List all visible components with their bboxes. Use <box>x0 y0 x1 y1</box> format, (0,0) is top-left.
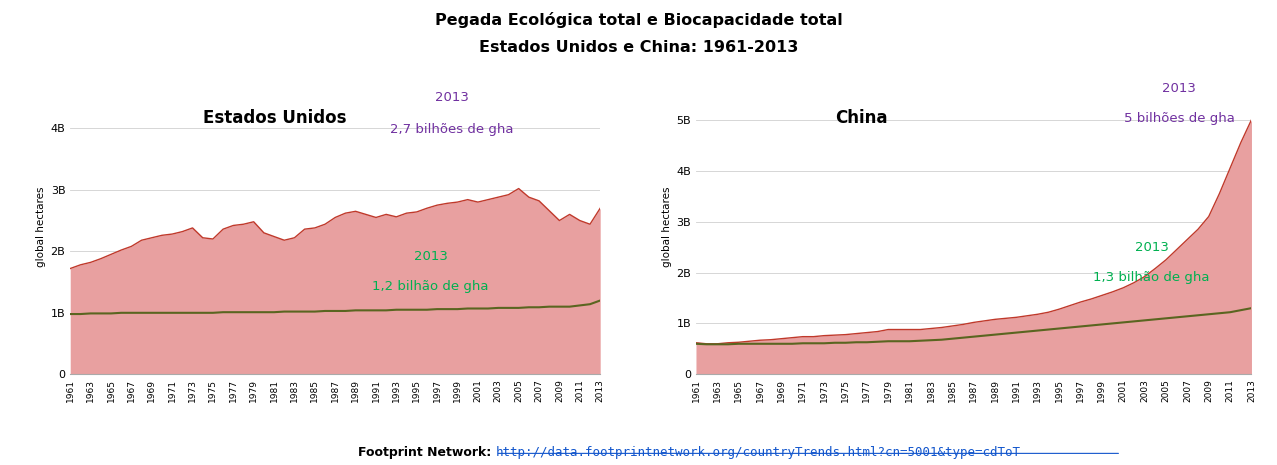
Text: 2013: 2013 <box>1162 82 1197 95</box>
Y-axis label: global hectares: global hectares <box>663 186 672 267</box>
Text: 5 bilhões de gha: 5 bilhões de gha <box>1124 112 1235 125</box>
Text: http://data.footprintnetwork.org/countryTrends.html?cn=5001&type=cdToT: http://data.footprintnetwork.org/country… <box>495 446 1020 459</box>
Text: China: China <box>835 108 888 126</box>
Text: 2013: 2013 <box>1134 241 1168 254</box>
Text: Pegada Ecológica total e Biocapacidade total: Pegada Ecológica total e Biocapacidade t… <box>434 12 843 27</box>
Text: 2013: 2013 <box>414 250 447 263</box>
Text: 1,3 bilhão de gha: 1,3 bilhão de gha <box>1093 271 1209 284</box>
Legend: Ecological Footprint, Biocapacity, Ecological Deficit, Ecological Reserve: Ecological Footprint, Biocapacity, Ecolo… <box>88 462 582 465</box>
Y-axis label: global hectares: global hectares <box>37 186 46 267</box>
Text: Footprint Network:: Footprint Network: <box>358 446 495 459</box>
Text: Estados Unidos: Estados Unidos <box>203 108 346 126</box>
Text: 1,2 bilhão de gha: 1,2 bilhão de gha <box>373 280 489 293</box>
Legend: Ecological Footprint, Biocapacity, Ecological Deficit, Ecological Reserve: Ecological Footprint, Biocapacity, Ecolo… <box>727 462 1221 465</box>
Text: Estados Unidos e China: 1961-2013: Estados Unidos e China: 1961-2013 <box>479 40 798 54</box>
Text: 2013: 2013 <box>435 91 469 104</box>
Text: 2,7 bilhões de gha: 2,7 bilhões de gha <box>389 123 513 136</box>
